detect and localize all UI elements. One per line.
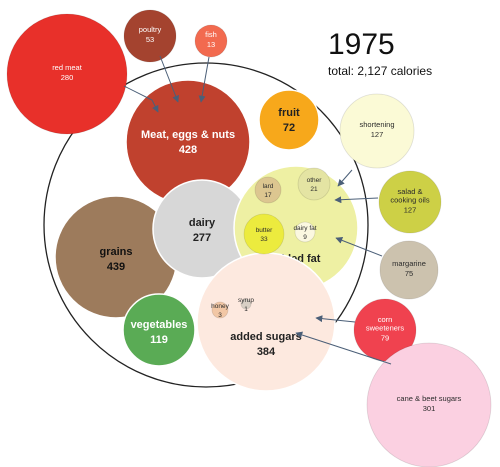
bubble-syrup: syrup 1 — [238, 297, 254, 313]
bubble-label-fish: fish — [205, 30, 217, 39]
bubble-label-meat-eggs-nuts: Meat, eggs & nuts — [141, 129, 235, 141]
arrow-poultry — [159, 55, 179, 103]
arrow-corn-sweeteners — [315, 315, 356, 323]
bubble-value-margarine: 75 — [405, 269, 413, 278]
bubble-circle-poultry — [123, 9, 177, 63]
bubble-value-corn-sweeteners: 79 — [381, 334, 389, 343]
bubble-vegetables: vegetables 119 — [122, 293, 196, 367]
bubble-value-salad-cooking-oils: 127 — [404, 206, 417, 215]
bubble-label-salad-cooking-oils: salad & — [397, 187, 422, 196]
bubble-fruit: fruit 72 — [258, 89, 320, 151]
bubble-label-salad-cooking-oils: cooking oils — [390, 196, 429, 205]
bubble-circle-added-sugars — [196, 252, 336, 392]
bubble-value-lard: 17 — [264, 192, 272, 199]
arrow-salad-oils — [334, 196, 379, 204]
bubble-circle-vegetables — [122, 293, 196, 367]
bubble-added-sugars: added sugars 384 — [196, 252, 336, 392]
bubble-circle-dairy-fat — [294, 221, 316, 243]
bubble-label-shortening: shortening — [359, 120, 394, 129]
bubble-value-fruit: 72 — [283, 122, 295, 134]
arrow-cane-beet — [295, 331, 392, 365]
chart-title: 1975 — [328, 28, 395, 61]
bubble-value-vegetables: 119 — [150, 334, 168, 346]
bubble-circle-syrup — [240, 298, 252, 310]
bubble-lard: lard 17 — [254, 176, 282, 204]
bubble-dairy-fat: dairy fat 9 — [293, 221, 317, 243]
arrow-margarine — [335, 237, 383, 257]
bubble-dairy: dairy 277 — [152, 179, 252, 279]
bubble-label-syrup: syrup — [238, 297, 254, 304]
bubble-circle-other — [297, 167, 331, 201]
bubble-circle-cane-beet-sugars — [366, 342, 492, 467]
bubble-circle-fish — [194, 24, 228, 58]
bubble-grains: grains 439 — [54, 195, 178, 319]
arrow-fish — [198, 56, 210, 103]
bubble-circle-shortening — [339, 93, 415, 169]
bubble-label-cane-beet-sugars: cane & beet sugars — [397, 394, 462, 403]
total-enclosure-circle — [43, 62, 369, 388]
bubble-value-poultry: 53 — [146, 35, 154, 44]
bubble-label-corn-sweeteners: corn — [378, 315, 393, 324]
bubble-circle-lard — [254, 176, 282, 204]
bubble-circle-corn-sweeteners — [353, 298, 417, 362]
bubble-label-dairy-fat: dairy fat — [293, 225, 316, 232]
bubble-honey: honey 3 — [211, 301, 230, 319]
bubble-label-other: other — [307, 177, 323, 184]
bubble-circle-butter — [243, 213, 285, 255]
bubble-label-added-sugars: added sugars — [230, 331, 302, 343]
bubble-label-grains: grains — [99, 246, 132, 258]
bubble-value-butter: 33 — [260, 236, 268, 243]
bubble-circle-margarine — [379, 240, 439, 300]
bubble-value-dairy: 277 — [193, 232, 211, 244]
bubble-label-lard: lard — [263, 183, 274, 190]
bubble-value-dairy-fat: 9 — [303, 234, 307, 241]
bubble-label-dairy: dairy — [189, 217, 216, 229]
bubble-circle-honey — [211, 301, 229, 319]
bubble-label-margarine: margarine — [392, 259, 426, 268]
arrow-shortening — [337, 169, 353, 187]
bubble-circle-red-meat — [6, 13, 128, 135]
bubble-butter: butter 33 — [243, 213, 285, 255]
bubble-label-honey: honey — [211, 303, 229, 310]
arrow-red-meat — [123, 85, 159, 113]
bubble-value-syrup: 1 — [244, 306, 248, 313]
bubble-label-fruit: fruit — [278, 107, 300, 119]
chart-subtitle: total: 2,127 calories — [328, 64, 433, 78]
bubble-value-fish: 13 — [207, 40, 215, 49]
bubble-value-honey: 3 — [218, 312, 222, 319]
bubble-other: other 21 — [297, 167, 331, 201]
bubble-value-grains: 439 — [107, 261, 125, 273]
bubble-value-cane-beet-sugars: 301 — [423, 404, 436, 413]
bubble-circle-fruit — [258, 89, 320, 151]
bubble-label-corn-sweeteners: sweeteners — [366, 324, 405, 333]
bubble-value-shortening: 127 — [371, 130, 384, 139]
bubble-value-other: 21 — [310, 186, 318, 193]
bubble-label-butter: butter — [256, 227, 273, 234]
bubble-value-added-sugars: 384 — [257, 346, 276, 358]
bubble-label-poultry: poultry — [139, 25, 162, 34]
bubble-value-red-meat: 280 — [61, 73, 74, 82]
bubble-label-vegetables: vegetables — [131, 319, 188, 331]
bubble-label-red-meat: red meat — [52, 63, 83, 72]
bubble-value-meat-eggs-nuts: 428 — [179, 144, 197, 156]
bubble-circle-salad-cooking-oils — [378, 170, 442, 234]
